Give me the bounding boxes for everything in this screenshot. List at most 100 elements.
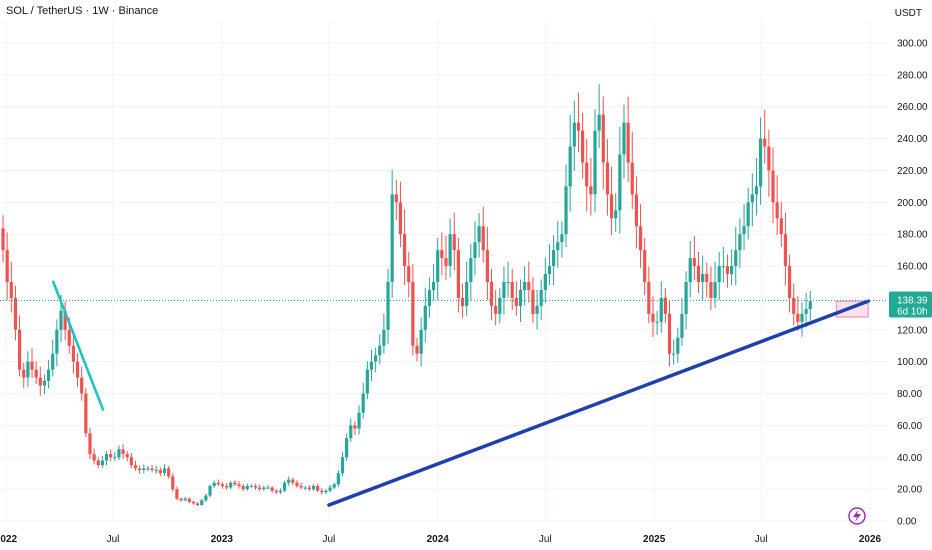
y-tick-label: 100.00 [897, 357, 928, 368]
candle [1, 215, 5, 263]
candle [345, 433, 349, 461]
candle [171, 473, 175, 492]
candle [585, 139, 589, 212]
y-tick-label: 240.00 [897, 134, 928, 145]
candle [320, 488, 324, 495]
candle [212, 480, 216, 488]
candle [262, 485, 266, 491]
candle [5, 232, 9, 300]
candle [514, 281, 518, 316]
y-tick-label: 60.00 [897, 421, 922, 432]
candle [506, 261, 510, 298]
candle [92, 448, 96, 465]
candle [523, 266, 527, 305]
candle [738, 218, 742, 268]
lightning-icon[interactable] [848, 507, 866, 525]
candle [26, 351, 30, 387]
candle [88, 427, 92, 460]
candle [452, 212, 456, 271]
candle [531, 277, 535, 324]
candle [138, 465, 142, 474]
candle [63, 301, 67, 341]
candle [601, 96, 605, 190]
candle [481, 207, 485, 263]
y-tick-label: 80.00 [897, 389, 922, 400]
y-axis[interactable]: 300.00 280.00 260.00 240.00 220.00 200.00 180.… [897, 39, 928, 528]
candle [419, 317, 423, 367]
symbol-title[interactable]: SOL / TetherUS · 1W · Binance [6, 5, 159, 17]
candle [667, 300, 672, 367]
candle [336, 470, 340, 488]
candle [307, 485, 311, 492]
early-downtrend-trendline[interactable] [52, 280, 105, 411]
y-tick-label: 220.00 [897, 166, 928, 177]
candle [696, 252, 701, 293]
candle [80, 366, 84, 401]
candle [158, 467, 162, 477]
candle [328, 485, 332, 493]
price-unit: USDT [894, 8, 922, 19]
candle [411, 264, 415, 356]
y-tick-label: 300.00 [897, 39, 928, 50]
candle [725, 254, 730, 288]
candle [71, 330, 76, 374]
candle [398, 181, 403, 248]
candle [692, 235, 696, 281]
candle [125, 451, 129, 462]
candle [539, 279, 543, 320]
candle [609, 166, 614, 235]
candle [150, 465, 154, 473]
candle [465, 261, 469, 316]
candle [440, 232, 444, 276]
x-tick-label: 2023 [211, 534, 234, 545]
y-tick-label: 0.00 [897, 517, 917, 528]
candle [378, 334, 382, 365]
candle [469, 243, 473, 300]
candle [614, 193, 618, 232]
candle [216, 479, 220, 487]
candle [444, 235, 448, 281]
candle [167, 466, 171, 479]
candle [543, 257, 547, 303]
candle [431, 264, 436, 301]
candle [18, 315, 22, 377]
candle [324, 489, 328, 495]
candle [229, 481, 233, 490]
candle [701, 255, 705, 300]
candle [311, 484, 316, 491]
candle [448, 218, 452, 278]
candle [241, 484, 245, 492]
candle [779, 201, 783, 248]
candle [552, 235, 556, 286]
candle [589, 157, 593, 216]
candle [494, 289, 498, 326]
candle [258, 484, 262, 492]
candle [655, 310, 659, 335]
candle [659, 281, 663, 333]
candle [191, 500, 196, 505]
candle [142, 464, 146, 474]
candle [473, 221, 477, 276]
candle [622, 104, 626, 179]
x-axis[interactable]: 2022 Jul 2023 Jul 2024 Jul 2025 Jul 2026 [0, 534, 882, 545]
x-tick-label: 2022 [0, 534, 18, 545]
candle [427, 277, 432, 318]
candle [746, 187, 750, 240]
candle [576, 92, 581, 153]
x-tick-label: 2026 [859, 534, 882, 545]
candle [804, 293, 808, 328]
candle [353, 421, 357, 436]
main-uptrend-trendline[interactable] [327, 299, 870, 507]
candle [270, 486, 274, 493]
candle [717, 252, 721, 300]
candle [386, 268, 390, 345]
candle [502, 266, 506, 315]
candle [767, 129, 771, 197]
candle [299, 482, 303, 490]
candle [734, 227, 738, 286]
x-tick-label: Jul [107, 534, 120, 545]
x-tick-label: 2024 [427, 534, 450, 545]
candle [266, 485, 270, 490]
